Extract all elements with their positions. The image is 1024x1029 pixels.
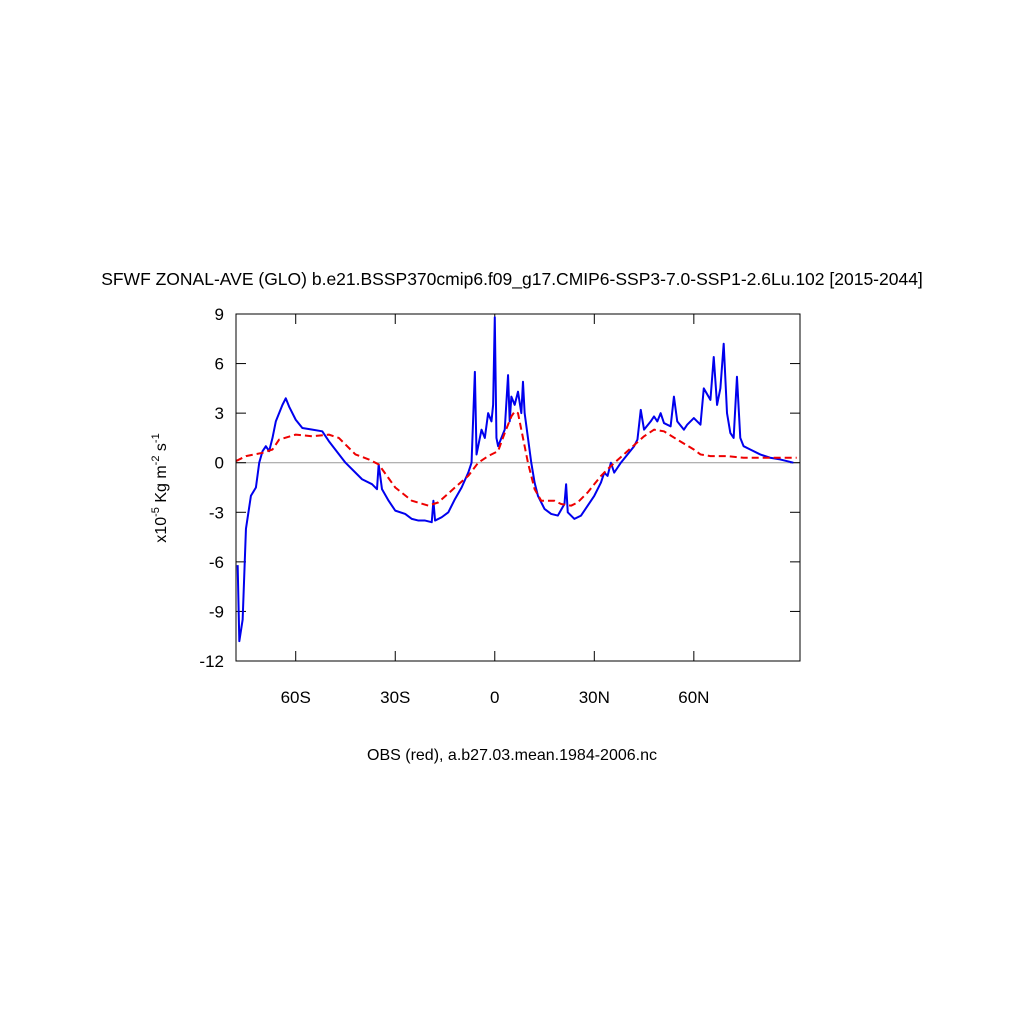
x-tick-label: 30S	[380, 688, 410, 707]
y-tick-label: -12	[199, 652, 224, 671]
x-tick-label: 60N	[678, 688, 709, 707]
x-tick-label: 60S	[281, 688, 311, 707]
y-tick-label: -9	[209, 602, 224, 621]
data-line	[235, 410, 797, 507]
plot-frame	[235, 313, 801, 662]
x-axis-label: OBS (red), a.b27.03.mean.1984-2006.nc	[367, 747, 657, 764]
y-label-superscript: -1	[150, 433, 162, 443]
data-line	[236, 316, 794, 643]
x-tick-label: 0	[490, 688, 499, 707]
chart-title: SFWF ZONAL-AVE (GLO) b.e21.BSSP370cmip6.…	[101, 269, 923, 290]
y-label-text: x10	[153, 517, 170, 543]
y-label-text: s	[153, 443, 170, 455]
y-tick-label: 3	[215, 404, 224, 423]
y-label-superscript: -5	[150, 507, 162, 517]
x-tick-label: 30N	[579, 688, 610, 707]
y-tick-label: -3	[209, 503, 224, 522]
y-label-superscript: -2	[150, 456, 162, 466]
y-axis-label: x10-5 Kg m-2 s-1	[150, 433, 170, 542]
y-tick-label: 9	[215, 305, 224, 324]
y-tick-label: 0	[215, 454, 224, 473]
y-tick-label: 6	[215, 355, 224, 374]
y-label-text: Kg m	[153, 465, 170, 507]
y-tick-label: -6	[209, 553, 224, 572]
